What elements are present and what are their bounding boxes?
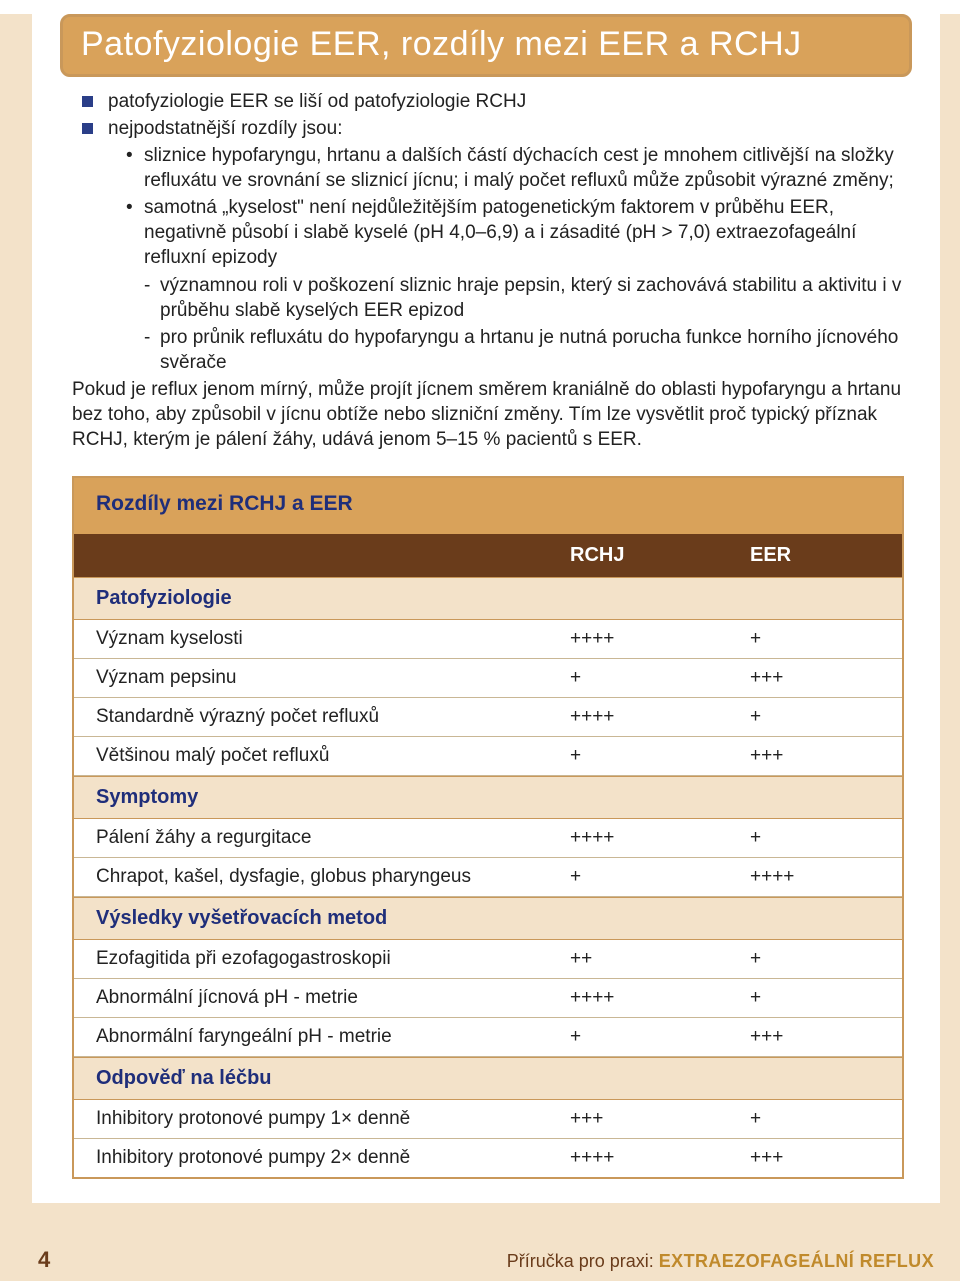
dash-bullet-list: významnou roli v poškození sliznic hraje… (72, 273, 904, 375)
content-panel: Patofyziologie EER, rozdíly mezi EER a R… (32, 14, 940, 1203)
table-section-header: Patofyziologie (74, 577, 902, 620)
table-cell: + (732, 979, 902, 1017)
page-number: 4 (38, 1247, 50, 1273)
list-item: nejpodstatnější rozdíly jsou: (82, 116, 904, 141)
table-cell: ++++ (552, 1139, 732, 1177)
table-title: Rozdíly mezi RCHJ a EER (74, 478, 902, 534)
table-cell: +++ (732, 1139, 902, 1177)
table-cell: + (732, 620, 902, 658)
table-cell: ++++ (552, 979, 732, 1017)
table-cell: + (732, 1100, 902, 1138)
table-cell: +++ (732, 659, 902, 697)
table-cell: ++ (552, 940, 732, 978)
table-cell: ++++ (552, 698, 732, 736)
table-cell: +++ (732, 1018, 902, 1056)
table-cell: Ezofagitida při ezofagogastroskopii (74, 940, 552, 978)
list-item: pro průnik refluxátu do hypofaryngu a hr… (144, 325, 904, 375)
list-item: samotná „kyselost" není nejdůležitějším … (126, 195, 904, 270)
table-row: Abnormální jícnová pH - metrie+++++ (74, 979, 902, 1018)
footer-source-prefix: Příručka pro praxi: (507, 1251, 659, 1271)
page-title: Patofyziologie EER, rozdíly mezi EER a R… (81, 25, 891, 64)
table-cell: +++ (552, 1100, 732, 1138)
table-row: Význam kyselosti+++++ (74, 620, 902, 659)
table-cell: ++++ (732, 858, 902, 896)
table-cell: Význam pepsinu (74, 659, 552, 697)
table-cell: ++++ (552, 620, 732, 658)
page-footer: 4 Příručka pro praxi: EXTRAEZOFAGEÁLNÍ R… (0, 1247, 960, 1273)
table-cell: Inhibitory protonové pumpy 1× denně (74, 1100, 552, 1138)
footer-source-highlight: EXTRAEZOFAGEÁLNÍ REFLUX (659, 1251, 934, 1271)
title-bar: Patofyziologie EER, rozdíly mezi EER a R… (60, 14, 912, 77)
body-content: patofyziologie EER se liší od patofyziol… (32, 89, 940, 452)
table-row: Standardně výrazný počet refluxů+++++ (74, 698, 902, 737)
table-header-cell: EER (732, 534, 902, 577)
footer-source: Příručka pro praxi: EXTRAEZOFAGEÁLNÍ REF… (507, 1251, 934, 1272)
table-cell: + (732, 819, 902, 857)
comparison-table: Rozdíly mezi RCHJ a EER RCHJ EER Patofyz… (72, 476, 904, 1179)
table-cell: Abnormální faryngeální pH - metrie (74, 1018, 552, 1056)
table-cell: + (552, 1018, 732, 1056)
table-header-row: RCHJ EER (74, 534, 902, 577)
table-cell: Chrapot, kašel, dysfagie, globus pharyng… (74, 858, 552, 896)
table-cell: + (552, 858, 732, 896)
table-row: Většinou malý počet refluxů++++ (74, 737, 902, 776)
list-item: patofyziologie EER se liší od patofyziol… (82, 89, 904, 114)
table-section-header: Výsledky vyšetřovacích metod (74, 897, 902, 940)
table-cell: Abnormální jícnová pH - metrie (74, 979, 552, 1017)
table-row: Chrapot, kašel, dysfagie, globus pharyng… (74, 858, 902, 897)
table-header-cell (74, 534, 552, 577)
table-cell: + (552, 659, 732, 697)
table-cell: +++ (732, 737, 902, 775)
table-cell: Inhibitory protonové pumpy 2× denně (74, 1139, 552, 1177)
table-cell: + (732, 698, 902, 736)
table-row: Význam pepsinu++++ (74, 659, 902, 698)
table-cell: ++++ (552, 819, 732, 857)
list-item: významnou roli v poškození sliznic hraje… (144, 273, 904, 323)
paragraph: Pokud je reflux jenom mírný, může projít… (72, 377, 904, 452)
table-header-cell: RCHJ (552, 534, 732, 577)
table-row: Abnormální faryngeální pH - metrie++++ (74, 1018, 902, 1057)
table-cell: Většinou malý počet refluxů (74, 737, 552, 775)
table-cell: Význam kyselosti (74, 620, 552, 658)
list-item: sliznice hypofaryngu, hrtanu a dalších č… (126, 143, 904, 193)
table-row: Pálení žáhy a regurgitace+++++ (74, 819, 902, 858)
square-bullet-list: patofyziologie EER se liší od patofyziol… (72, 89, 904, 141)
table-cell: Standardně výrazný počet refluxů (74, 698, 552, 736)
table-row: Inhibitory protonové pumpy 2× denně+++++… (74, 1139, 902, 1177)
dot-bullet-list: sliznice hypofaryngu, hrtanu a dalších č… (72, 143, 904, 270)
table-row: Ezofagitida při ezofagogastroskopii+++ (74, 940, 902, 979)
table-section-header: Odpověď na léčbu (74, 1057, 902, 1100)
page: Patofyziologie EER, rozdíly mezi EER a R… (0, 14, 960, 1281)
table-section-header: Symptomy (74, 776, 902, 819)
table-cell: Pálení žáhy a regurgitace (74, 819, 552, 857)
table-body: PatofyziologieVýznam kyselosti+++++Význa… (74, 577, 902, 1177)
table-cell: + (732, 940, 902, 978)
table-row: Inhibitory protonové pumpy 1× denně++++ (74, 1100, 902, 1139)
table-cell: + (552, 737, 732, 775)
